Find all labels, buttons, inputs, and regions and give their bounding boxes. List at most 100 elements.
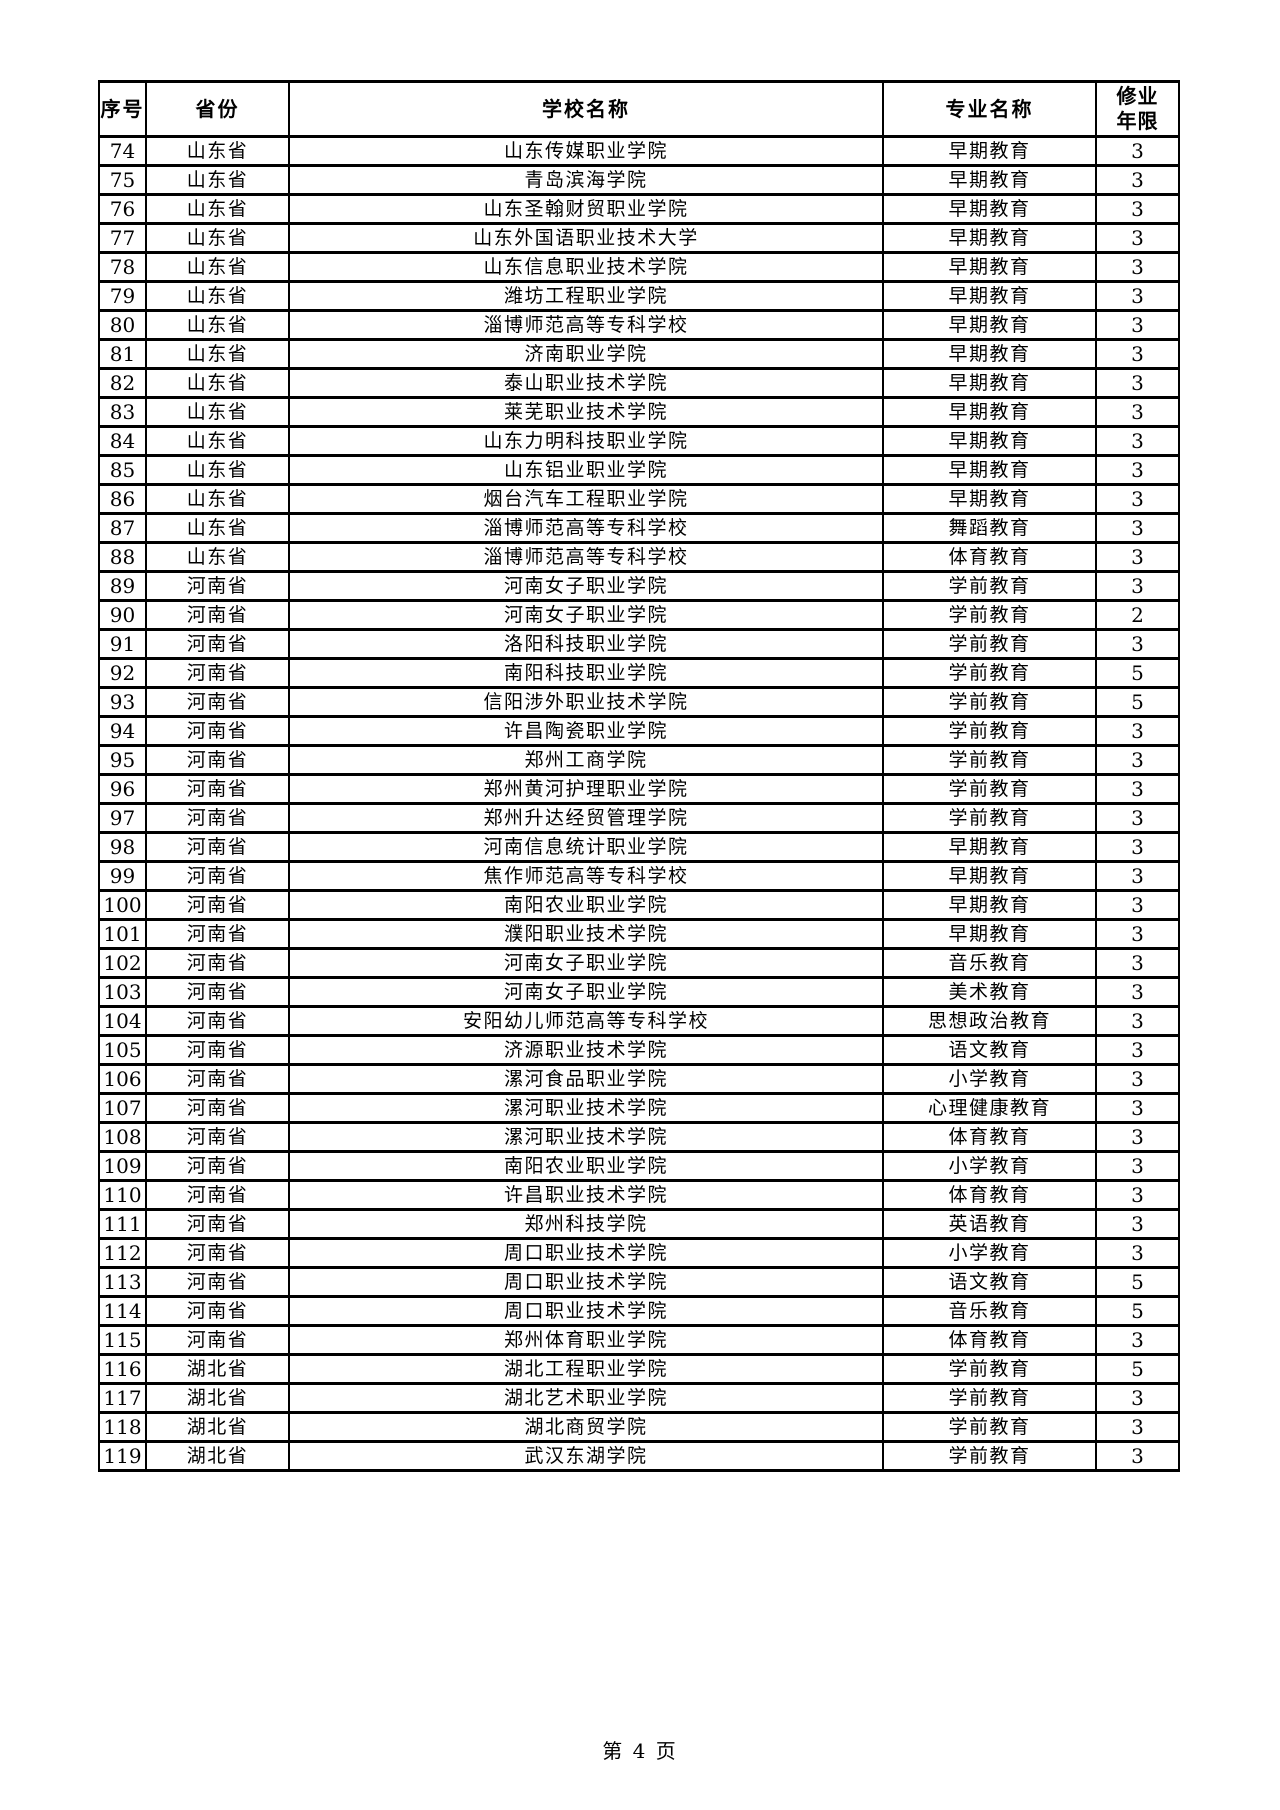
cell-years: 3: [1095, 1121, 1180, 1153]
cell-province: 河南省: [145, 686, 290, 718]
cell-province: 山东省: [145, 251, 290, 283]
cell-years: 3: [1095, 1034, 1180, 1066]
cell-years: 5: [1095, 1295, 1180, 1327]
cell-school: 郑州体育职业学院: [288, 1324, 884, 1356]
cell-major: 学前教育: [882, 599, 1097, 631]
cell-province: 河南省: [145, 657, 290, 689]
table-row: 75 山东省 青岛滨海学院 早期教育 3: [98, 164, 1180, 196]
cell-years: 3: [1095, 280, 1180, 312]
cell-school: 山东铝业职业学院: [288, 454, 884, 486]
table-row: 93 河南省 信阳涉外职业技术学院 学前教育 5: [98, 686, 1180, 718]
cell-no: 81: [98, 338, 147, 370]
cell-school: 河南女子职业学院: [288, 599, 884, 631]
col-header-province: 省份: [145, 80, 290, 138]
table-row: 102 河南省 河南女子职业学院 音乐教育 3: [98, 947, 1180, 979]
cell-years: 3: [1095, 831, 1180, 863]
cell-school: 泰山职业技术学院: [288, 367, 884, 399]
table-row: 76 山东省 山东圣翰财贸职业学院 早期教育 3: [98, 193, 1180, 225]
cell-years: 3: [1095, 193, 1180, 225]
cell-no: 99: [98, 860, 147, 892]
cell-no: 93: [98, 686, 147, 718]
cell-no: 111: [98, 1208, 147, 1240]
table-row: 100 河南省 南阳农业职业学院 早期教育 3: [98, 889, 1180, 921]
cell-major: 早期教育: [882, 367, 1097, 399]
cell-years: 3: [1095, 744, 1180, 776]
cell-years: 3: [1095, 1324, 1180, 1356]
cell-province: 山东省: [145, 541, 290, 573]
cell-years: 5: [1095, 657, 1180, 689]
cell-major: 学前教育: [882, 628, 1097, 660]
cell-school: 山东信息职业技术学院: [288, 251, 884, 283]
cell-major: 舞蹈教育: [882, 512, 1097, 544]
cell-major: 学前教育: [882, 773, 1097, 805]
cell-school: 济南职业学院: [288, 338, 884, 370]
cell-no: 95: [98, 744, 147, 776]
cell-school: 武汉东湖学院: [288, 1440, 884, 1472]
cell-major: 心理健康教育: [882, 1092, 1097, 1124]
cell-school: 濮阳职业技术学院: [288, 918, 884, 950]
cell-no: 103: [98, 976, 147, 1008]
cell-no: 100: [98, 889, 147, 921]
cell-province: 山东省: [145, 483, 290, 515]
cell-province: 河南省: [145, 1179, 290, 1211]
cell-school: 湖北艺术职业学院: [288, 1382, 884, 1414]
cell-province: 山东省: [145, 222, 290, 254]
table-row: 74 山东省 山东传媒职业学院 早期教育 3: [98, 135, 1180, 167]
cell-province: 河南省: [145, 1005, 290, 1037]
table-row: 107 河南省 漯河职业技术学院 心理健康教育 3: [98, 1092, 1180, 1124]
cell-province: 河南省: [145, 918, 290, 950]
cell-major: 学前教育: [882, 1353, 1097, 1385]
cell-years: 3: [1095, 1005, 1180, 1037]
table-row: 83 山东省 莱芜职业技术学院 早期教育 3: [98, 396, 1180, 428]
cell-major: 早期教育: [882, 831, 1097, 863]
cell-province: 河南省: [145, 715, 290, 747]
cell-major: 思想政治教育: [882, 1005, 1097, 1037]
table-row: 118 湖北省 湖北商贸学院 学前教育 3: [98, 1411, 1180, 1443]
col-header-no: 序号: [98, 80, 147, 138]
cell-no: 96: [98, 773, 147, 805]
cell-major: 早期教育: [882, 454, 1097, 486]
cell-years: 3: [1095, 570, 1180, 602]
cell-major: 早期教育: [882, 135, 1097, 167]
table-row: 78 山东省 山东信息职业技术学院 早期教育 3: [98, 251, 1180, 283]
cell-years: 2: [1095, 599, 1180, 631]
cell-major: 学前教育: [882, 686, 1097, 718]
cell-major: 英语教育: [882, 1208, 1097, 1240]
cell-years: 5: [1095, 1266, 1180, 1298]
cell-major: 早期教育: [882, 338, 1097, 370]
cell-major: 早期教育: [882, 889, 1097, 921]
cell-no: 78: [98, 251, 147, 283]
cell-province: 山东省: [145, 512, 290, 544]
table-row: 101 河南省 濮阳职业技术学院 早期教育 3: [98, 918, 1180, 950]
table-row: 105 河南省 济源职业技术学院 语文教育 3: [98, 1034, 1180, 1066]
cell-years: 3: [1095, 251, 1180, 283]
cell-no: 104: [98, 1005, 147, 1037]
cell-major: 学前教育: [882, 1440, 1097, 1472]
cell-school: 许昌职业技术学院: [288, 1179, 884, 1211]
cell-province: 河南省: [145, 570, 290, 602]
cell-school: 南阳农业职业学院: [288, 1150, 884, 1182]
cell-years: 3: [1095, 512, 1180, 544]
cell-no: 118: [98, 1411, 147, 1443]
cell-years: 3: [1095, 1382, 1180, 1414]
table-row: 119 湖北省 武汉东湖学院 学前教育 3: [98, 1440, 1180, 1472]
cell-major: 音乐教育: [882, 1295, 1097, 1327]
cell-school: 周口职业技术学院: [288, 1295, 884, 1327]
cell-province: 湖北省: [145, 1411, 290, 1443]
cell-province: 山东省: [145, 367, 290, 399]
cell-years: 3: [1095, 425, 1180, 457]
cell-province: 河南省: [145, 599, 290, 631]
cell-years: 3: [1095, 947, 1180, 979]
cell-province: 河南省: [145, 947, 290, 979]
cell-major: 早期教育: [882, 193, 1097, 225]
cell-major: 早期教育: [882, 483, 1097, 515]
cell-major: 小学教育: [882, 1063, 1097, 1095]
col-header-years: 修业 年限: [1095, 80, 1180, 138]
cell-major: 体育教育: [882, 1121, 1097, 1153]
cell-province: 山东省: [145, 454, 290, 486]
cell-school: 河南信息统计职业学院: [288, 831, 884, 863]
table-row: 85 山东省 山东铝业职业学院 早期教育 3: [98, 454, 1180, 486]
table-row: 115 河南省 郑州体育职业学院 体育教育 3: [98, 1324, 1180, 1356]
cell-school: 烟台汽车工程职业学院: [288, 483, 884, 515]
cell-years: 3: [1095, 1411, 1180, 1443]
